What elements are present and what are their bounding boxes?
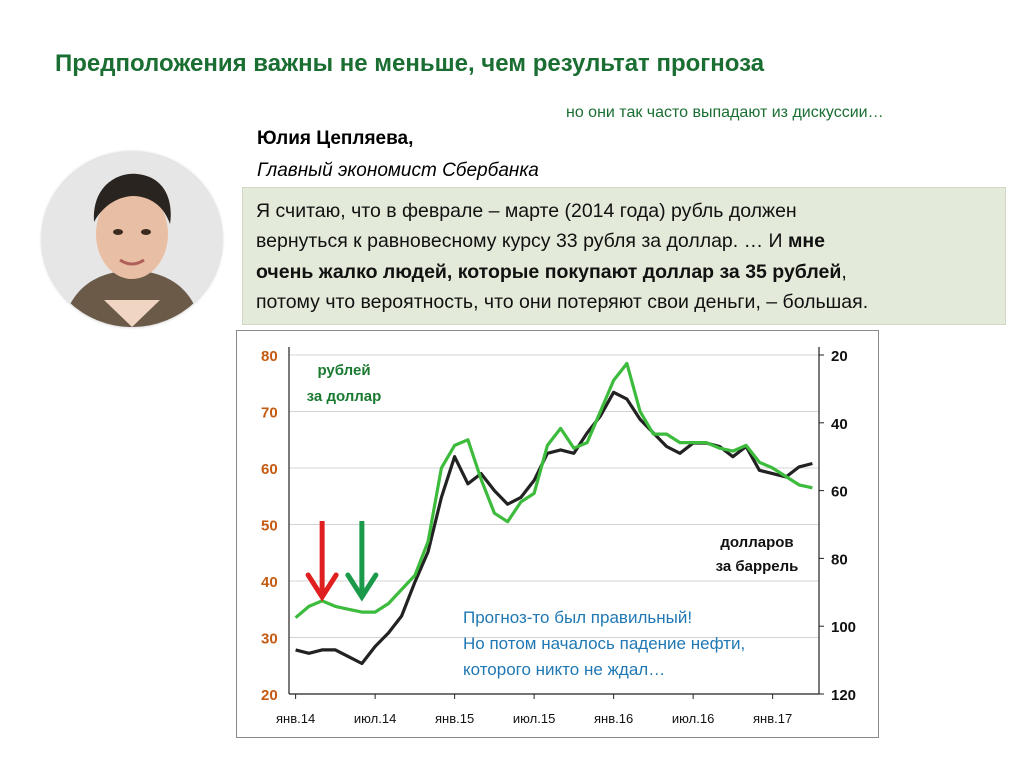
right-axis-tick-label: 20 [831, 348, 848, 365]
ruble-rate-line [294, 361, 813, 619]
left-axis-tick-label: 70 [261, 405, 278, 422]
author-role: Главный экономист Сбербанка [257, 160, 539, 181]
ruble-series-label: рублей [317, 362, 370, 379]
avatar [42, 152, 222, 327]
slide-subtitle: но они так часто выпадают из дискуссии… [566, 104, 884, 121]
quote-line: очень жалко людей, которые покупают долл… [256, 261, 847, 284]
left-axis-tick-label: 50 [261, 518, 278, 535]
author-name: Юлия Цепляева, [257, 128, 414, 149]
left-axis-tick-label: 60 [261, 461, 278, 478]
right-axis-tick-label: 80 [831, 551, 848, 568]
quote-text: вернуться к равновесному курсу 33 рубля … [256, 230, 783, 252]
right-axis-tick-label: 100 [831, 619, 856, 636]
quote-bold-text: мне [787, 230, 826, 252]
x-axis-tick-label: июл.14 [354, 711, 396, 726]
person-photo-icon [42, 152, 222, 327]
left-axis-tick-label: 30 [261, 631, 278, 648]
x-axis-tick-label: янв.17 [753, 711, 792, 726]
slide-title: Предположения важны не меньше, чем резул… [55, 50, 765, 77]
x-axis-tick-label: янв.16 [594, 711, 633, 726]
left-axis-tick-label: 20 [261, 687, 278, 704]
ruble-series-label: за доллар [307, 388, 382, 405]
oil-series-label: за баррель [716, 558, 799, 575]
forecast-annotation: Прогноз-то был правильный! [463, 608, 692, 627]
left-axis-tick-label: 80 [261, 348, 278, 365]
x-axis-tick-label: июл.15 [513, 711, 555, 726]
green-arrow-icon [345, 521, 379, 602]
x-axis-tick-label: янв.14 [276, 711, 315, 726]
quote-box [242, 187, 1006, 325]
oil-series-label: долларов [720, 534, 793, 551]
x-axis-tick-label: июл.16 [672, 711, 714, 726]
quote-bold-text: очень жалко людей, которые покупают долл… [256, 261, 842, 283]
forecast-annotation: Но потом началось падение нефти, [463, 634, 745, 653]
right-axis-tick-label: 60 [831, 484, 848, 501]
right-axis-tick-label: 120 [831, 687, 856, 704]
quote-line: потому что вероятность, что они потеряют… [256, 291, 869, 313]
quote-line: вернуться к равновесному курсу 33 рубля … [256, 230, 825, 253]
chart-box: 20 30 40 50 60 70 80 20 40 60 80 100 120 янв.14 июл.14… [236, 330, 879, 738]
right-axis-tick-label: 40 [831, 416, 848, 433]
red-arrow-icon [305, 521, 339, 602]
oil-price-line [295, 390, 813, 666]
ruble-oil-chart: 20 30 40 50 60 70 80 20 40 60 80 100 120 янв.14 июл.14… [261, 347, 856, 726]
forecast-annotation: которого никто не ждал… [463, 660, 665, 679]
quote-line: Я считаю, что в феврале – марте (2014 го… [256, 200, 797, 222]
left-axis-tick-label: 40 [261, 574, 278, 591]
x-axis-tick-label: янв.15 [435, 711, 474, 726]
quote-text: , [841, 261, 847, 283]
